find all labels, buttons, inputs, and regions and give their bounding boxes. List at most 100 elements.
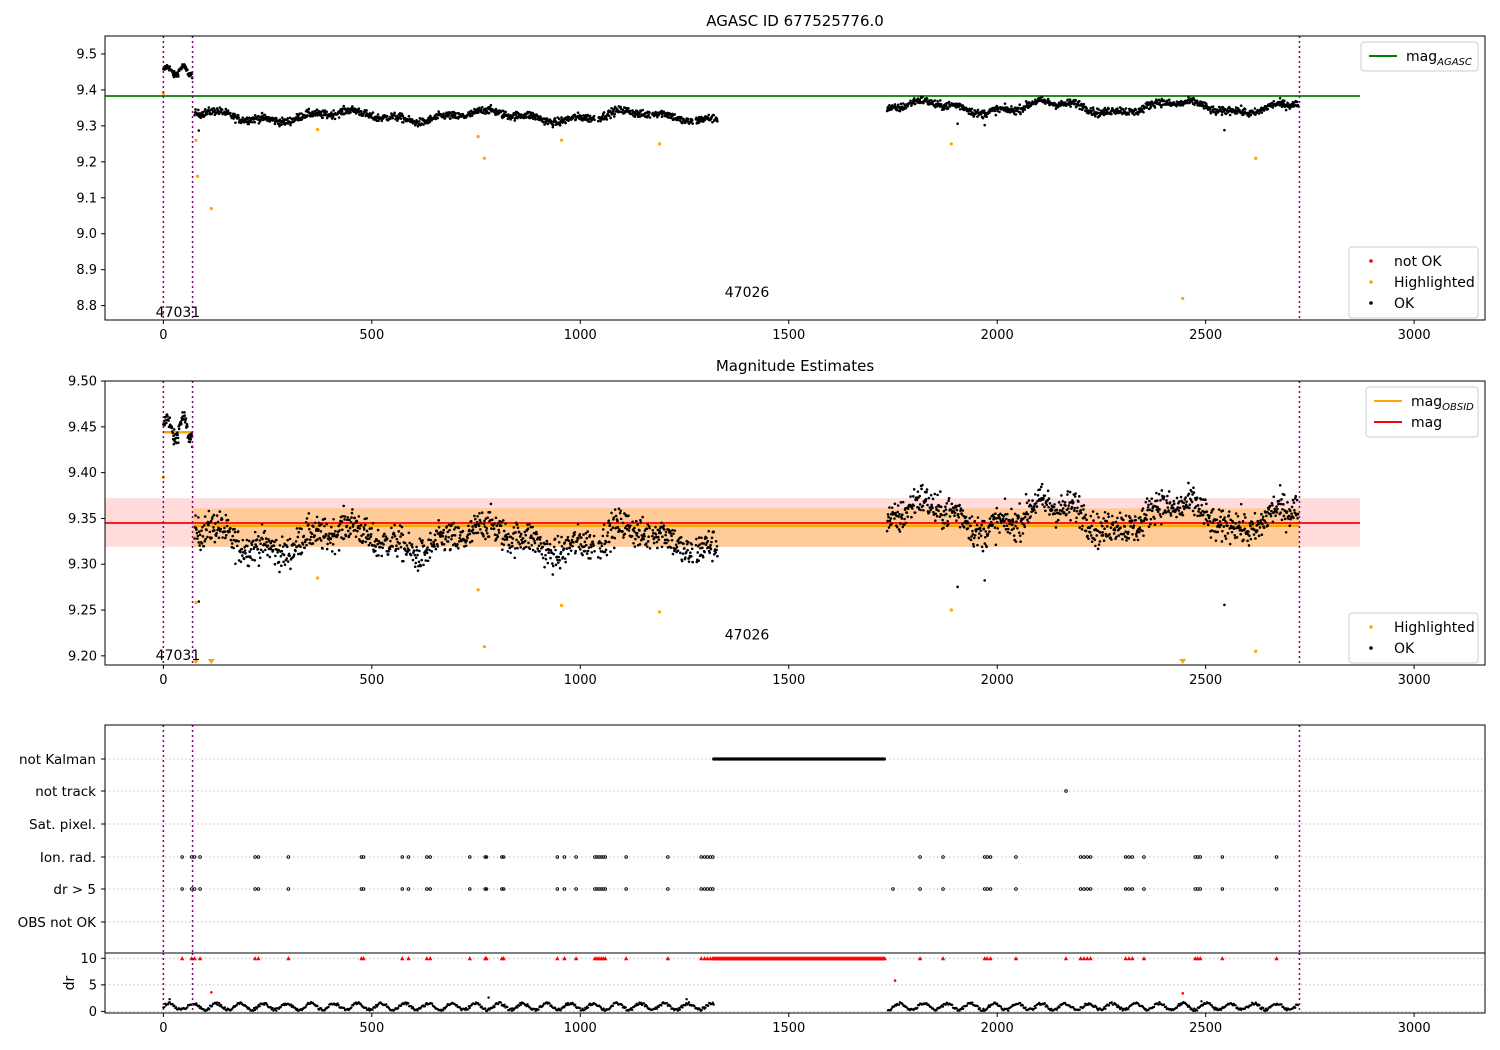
ok-point	[1110, 112, 1113, 116]
ok-point	[206, 535, 209, 539]
ok-point	[416, 553, 419, 557]
ok-point	[375, 119, 379, 123]
ok-point	[1280, 518, 1284, 522]
ok-point	[344, 534, 348, 538]
ok-point	[285, 545, 289, 549]
ok-point	[560, 544, 564, 548]
ok-point	[945, 502, 949, 505]
ok-point	[699, 119, 703, 123]
ok-point	[1002, 515, 1005, 518]
ok-point	[983, 519, 986, 523]
ok-point	[1077, 495, 1081, 498]
ok-point	[541, 556, 545, 560]
ok-point	[433, 545, 436, 548]
ok-point	[1153, 523, 1157, 526]
ok-point	[551, 562, 554, 565]
ok-point	[575, 539, 579, 542]
ok-point	[368, 541, 372, 545]
ok-point	[390, 536, 394, 539]
ok-point	[971, 529, 974, 533]
ok-point	[495, 524, 499, 528]
ok-point	[413, 565, 417, 569]
ok-point	[379, 545, 382, 549]
ok-point	[1103, 510, 1107, 514]
ok-point	[611, 110, 615, 114]
ok-point	[531, 117, 535, 120]
ok-point	[1249, 537, 1253, 541]
ok-point	[343, 515, 347, 518]
flag-point	[1130, 887, 1135, 891]
ok-point	[1147, 525, 1151, 529]
ok-point	[515, 523, 519, 526]
ok-point	[1293, 508, 1296, 512]
ok-point	[321, 547, 324, 550]
ok-point	[506, 535, 509, 539]
ok-point	[1133, 113, 1136, 116]
ok-point	[1125, 539, 1128, 542]
ok-point	[904, 106, 908, 110]
flag-point	[1085, 855, 1090, 859]
ok-point	[411, 558, 415, 562]
ok-point	[350, 511, 354, 515]
ok-point	[451, 533, 455, 537]
ok-point	[407, 114, 411, 118]
ok-point	[703, 118, 706, 122]
ok-point	[310, 532, 314, 536]
ok-point	[1084, 529, 1088, 533]
ok-point	[1271, 504, 1274, 507]
ok-point	[1188, 506, 1191, 510]
ok-point	[671, 528, 674, 532]
ok-point	[299, 545, 302, 549]
ok-point	[906, 515, 910, 518]
ok-point	[383, 532, 386, 536]
ok-point	[398, 541, 401, 545]
ok-point	[911, 495, 915, 498]
ok-point	[893, 517, 896, 520]
ok-point	[888, 103, 891, 107]
ok-point	[1292, 501, 1296, 504]
flag-point	[941, 855, 945, 859]
ok-point	[357, 107, 361, 111]
ok-point	[457, 547, 460, 550]
ok-point	[1033, 493, 1037, 496]
ok-point	[689, 551, 692, 554]
ok-point	[197, 600, 201, 603]
dr-point	[279, 1006, 282, 1009]
panel2-xtick-label: 1500	[772, 673, 805, 688]
ok-point	[981, 109, 984, 113]
ok-point	[1172, 506, 1175, 510]
ok-point	[690, 119, 694, 122]
ok-point	[395, 537, 399, 541]
ok-point	[564, 121, 567, 125]
highlighted-point	[195, 174, 200, 178]
ok-point	[1241, 520, 1245, 523]
highlighted-point	[482, 645, 486, 649]
ok-point	[636, 115, 640, 119]
ok-point	[351, 105, 354, 108]
ok-point	[647, 535, 650, 538]
dr-point	[186, 1006, 189, 1009]
ok-point	[608, 522, 612, 525]
dr-point	[407, 1002, 410, 1005]
ok-point	[968, 516, 971, 520]
ok-point	[592, 114, 596, 118]
ok-point	[589, 543, 593, 546]
ok-point	[435, 530, 439, 533]
ok-point	[885, 529, 889, 533]
ok-point	[1104, 532, 1108, 536]
ok-point	[399, 545, 403, 549]
ok-point	[171, 431, 175, 435]
ok-point	[172, 434, 175, 438]
ok-point	[519, 546, 523, 549]
ok-point	[330, 532, 334, 536]
flag-point	[1142, 855, 1146, 859]
ok-point	[956, 585, 959, 589]
ok-point	[399, 535, 402, 538]
ok-point	[198, 533, 202, 537]
ok-point	[1296, 103, 1300, 107]
flag-point	[574, 855, 578, 859]
ok-point	[570, 538, 574, 542]
ok-point	[461, 529, 465, 533]
ok-point	[629, 524, 632, 527]
